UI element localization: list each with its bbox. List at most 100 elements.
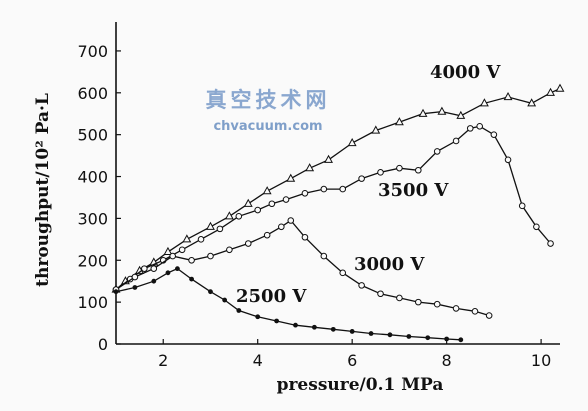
data-point: [527, 98, 537, 107]
data-point: [377, 290, 384, 298]
data-point: [433, 300, 441, 308]
data-point: [466, 125, 474, 132]
data-point: [358, 175, 365, 182]
data-point: [425, 335, 431, 341]
data-point: [244, 240, 252, 247]
data-point: [131, 273, 139, 281]
data-point: [414, 298, 422, 306]
data-point: [396, 164, 403, 172]
y-tick-label: 600: [77, 84, 108, 103]
data-point: [368, 331, 374, 336]
y-tick-label: 300: [77, 209, 108, 228]
data-point: [414, 166, 422, 174]
data-point: [503, 91, 513, 101]
data-point: [263, 231, 271, 239]
data-point: [222, 297, 228, 303]
data-point: [504, 156, 512, 164]
data-point: [141, 265, 148, 272]
data-point: [311, 324, 317, 330]
data-point: [476, 122, 484, 130]
data-point: [132, 285, 138, 290]
x-tick-label: 6: [347, 351, 357, 370]
y-axis-title: throughput/10² Pa·L: [33, 93, 53, 287]
data-point: [282, 196, 290, 203]
data-point: [387, 332, 393, 338]
data-point: [208, 289, 213, 295]
data-point: [262, 186, 272, 195]
data-point: [165, 270, 171, 276]
data-point: [163, 246, 173, 255]
data-point: [490, 131, 498, 138]
data-point: [377, 169, 384, 176]
data-point: [255, 314, 261, 320]
data-point: [547, 240, 554, 247]
data-point: [485, 312, 493, 319]
data-point: [113, 289, 119, 295]
data-point: [151, 278, 157, 284]
data-point: [287, 217, 295, 224]
data-point: [555, 83, 565, 92]
data-point: [301, 233, 309, 241]
x-axis-title: pressure/0.1 MPa: [277, 375, 444, 395]
data-point: [518, 202, 526, 210]
data-point: [274, 318, 279, 324]
data-point: [268, 200, 276, 208]
data-point: [169, 252, 176, 260]
x-tick-label: 10: [531, 351, 551, 370]
data-point: [479, 98, 489, 107]
data-point: [452, 137, 460, 145]
data-point: [226, 246, 233, 254]
data-point: [444, 336, 450, 342]
data-point: [433, 148, 441, 155]
x-tick-label: 4: [253, 351, 263, 370]
series-group: [111, 83, 565, 343]
y-tick-label: 100: [77, 293, 108, 312]
data-point: [471, 308, 479, 315]
data-point: [330, 326, 336, 332]
data-point: [235, 213, 243, 220]
series-4000v: [111, 83, 565, 293]
data-point: [394, 117, 404, 126]
data-point: [243, 198, 253, 207]
x-tick-label: 2: [158, 351, 168, 370]
labels: pressure/0.1 MPa throughput/10² Pa·L 400…: [33, 62, 501, 395]
series-label-4000v: 4000 V: [430, 62, 501, 83]
series-line-3000v: [115, 219, 490, 317]
data-point: [347, 137, 357, 147]
data-point: [418, 108, 428, 117]
data-point: [254, 206, 262, 214]
data-point: [286, 173, 296, 182]
data-point: [182, 234, 192, 243]
data-point: [301, 189, 309, 197]
watermark-logo: 真空技术网: [206, 88, 331, 112]
data-point: [371, 125, 381, 134]
data-point: [456, 110, 466, 119]
data-point: [150, 265, 158, 272]
data-point: [278, 223, 285, 231]
data-point: [236, 308, 242, 313]
data-point: [178, 246, 186, 254]
y-tick-label: 0: [98, 335, 108, 354]
data-point: [189, 276, 194, 282]
series-label-2500v: 2500 V: [236, 286, 307, 307]
data-point: [188, 256, 195, 264]
series-label-3000v: 3000 V: [354, 254, 425, 275]
data-point: [216, 225, 224, 233]
data-point: [452, 305, 460, 312]
series-label-3500v: 3500 V: [378, 180, 449, 201]
y-tick-label: 500: [77, 126, 108, 145]
data-point: [533, 223, 540, 231]
data-point: [458, 337, 464, 343]
data-point: [358, 282, 365, 289]
data-point: [175, 266, 180, 272]
data-point: [305, 163, 315, 172]
data-point: [546, 87, 555, 96]
data-point: [320, 252, 328, 260]
y-tick-label: 700: [77, 42, 108, 61]
x-tick-label: 8: [442, 351, 452, 370]
data-point: [197, 236, 205, 243]
data-point: [293, 322, 298, 328]
